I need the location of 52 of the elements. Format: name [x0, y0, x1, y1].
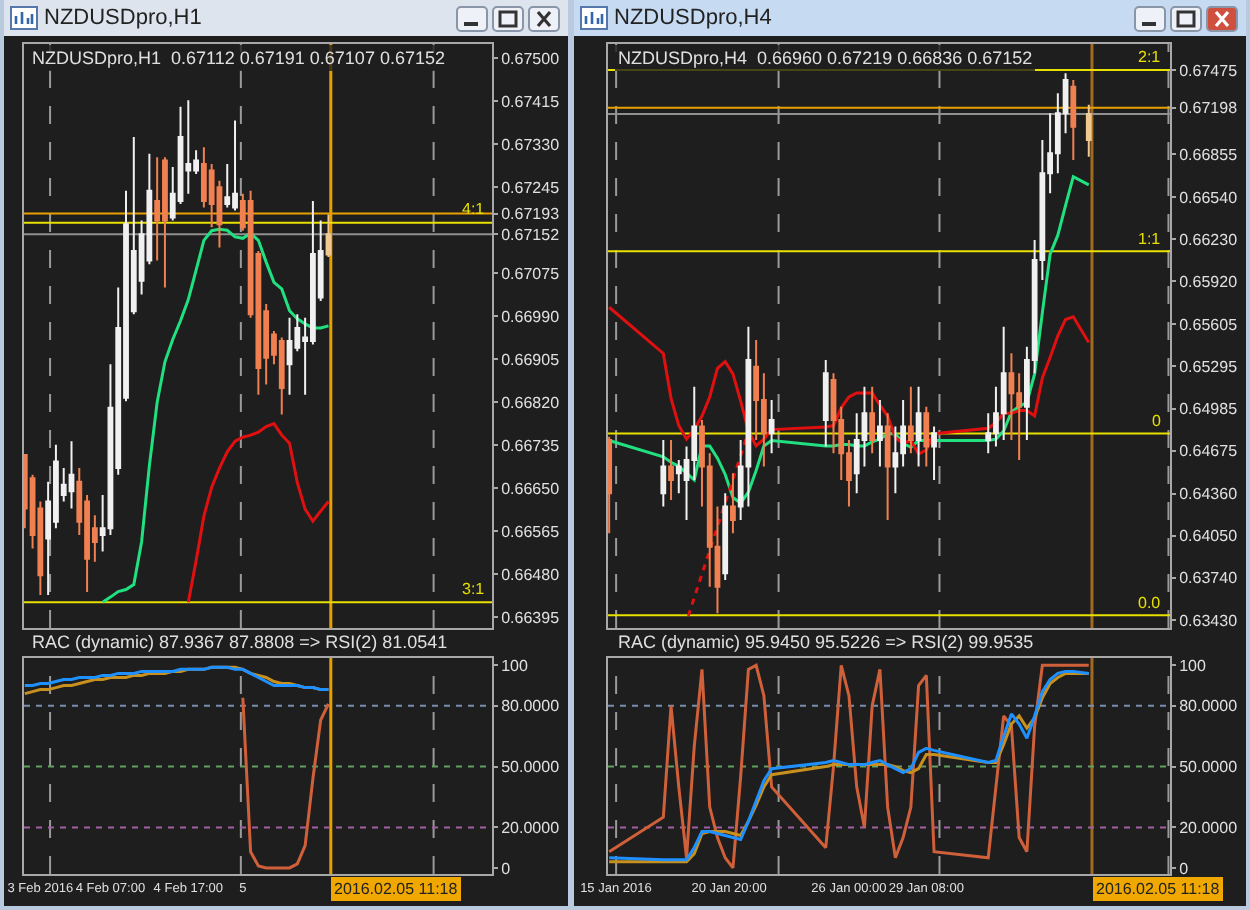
- y-tick-label: 0.66540: [1179, 188, 1239, 207]
- y-tick-label: 0.67475: [1179, 61, 1239, 80]
- chart-subtitle: NZDUSDpro,H4 0.66960 0.67219 0.66836 0.67152: [618, 48, 1033, 68]
- y-tick-label: 0: [501, 859, 512, 878]
- y-tick-label: 0.67198: [1179, 99, 1239, 118]
- y-tick-label: 0.66650: [501, 479, 561, 498]
- y-tick-label: 0.66990: [501, 307, 561, 326]
- y-tick-label: 0.65920: [1179, 273, 1239, 291]
- y-tick-label: 0.64360: [1179, 485, 1239, 504]
- y-tick-label: 20.0000: [1179, 819, 1239, 837]
- y-tick-label: 80.0000: [1179, 697, 1239, 716]
- y-tick-label: 0.64675: [1179, 442, 1239, 461]
- y-tick-label: 0.65295: [1179, 357, 1239, 376]
- y-tick-label: 0.67500: [501, 49, 561, 68]
- y-tick-label: 0.66230: [1179, 230, 1239, 249]
- y-tick-label: 0.67193: [501, 205, 561, 224]
- chart-subtitle: NZDUSDpro,H1 0.67112 0.67191 0.67107 0.67152: [32, 48, 445, 68]
- chart-title: NZDUSDpro,H4: [614, 4, 772, 34]
- y-tick-label: 0: [1179, 859, 1190, 878]
- y-tick-label: 0.66480: [501, 565, 561, 584]
- y-tick-label: 0.65605: [1179, 315, 1239, 334]
- y-tick-label: 0.66395: [501, 608, 561, 627]
- y-tick-label: 0.66735: [501, 436, 561, 455]
- y-tick-label: 0.66820: [501, 393, 561, 412]
- y-tick-label: 20.0000: [501, 819, 561, 837]
- chart-title: NZDUSDpro,H1: [44, 4, 202, 34]
- annotation: 0: [1152, 412, 1162, 430]
- y-tick-label: 50.0000: [1179, 758, 1239, 777]
- annotation: 2:1: [1138, 48, 1162, 66]
- y-tick-label: 0.64985: [1179, 400, 1239, 419]
- y-tick-label: 100: [1179, 656, 1207, 675]
- ref-line-label: 3:1: [462, 580, 486, 598]
- y-tick-label: 0.67245: [501, 178, 561, 197]
- ref-line-label: 2016.02.05 11:18: [1096, 880, 1221, 898]
- chart-title: RAC (dynamic) 95.9450 95.5226 => RSI(2) 99.9535: [618, 632, 1034, 652]
- y-tick-label: 0.67152: [501, 225, 561, 244]
- y-tick-label: 50.0000: [501, 758, 561, 777]
- y-tick-label: 0.64050: [1179, 527, 1239, 546]
- y-tick-label: 0.67075: [501, 264, 561, 283]
- y-tick-label: 0.63740: [1179, 569, 1239, 588]
- y-tick-label: 0.67330: [501, 135, 561, 154]
- annotation: 0.0: [1138, 594, 1162, 612]
- ref-line-label: 2016.02.05 11:18: [334, 880, 459, 898]
- y-tick-label: 80.0000: [501, 697, 561, 716]
- y-tick-label: 0.67415: [501, 92, 561, 111]
- y-tick-label: 0.63430: [1179, 611, 1239, 630]
- y-tick-label: 0.66855: [1179, 145, 1239, 164]
- annotation: 1:1: [1138, 230, 1162, 248]
- y-tick-label: 100: [501, 656, 529, 675]
- chart-title: RAC (dynamic) 87.9367 87.8808 => RSI(2) 81.0541: [32, 632, 448, 652]
- y-tick-label: 0.66565: [501, 522, 561, 541]
- y-tick-label: 0.66905: [501, 350, 561, 369]
